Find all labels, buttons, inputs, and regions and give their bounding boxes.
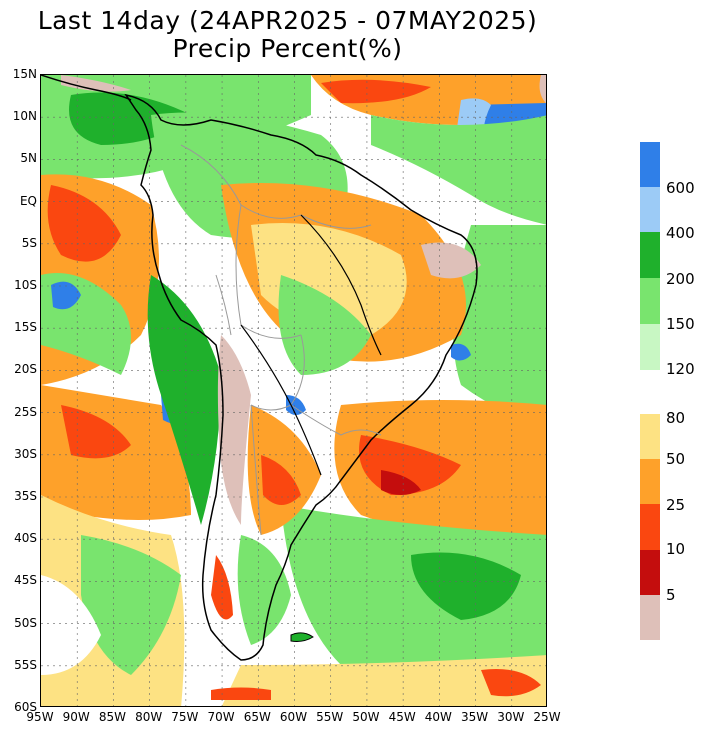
lon-label: 30W bbox=[497, 710, 525, 724]
lon-label: 40W bbox=[424, 710, 452, 724]
south-america-coastline bbox=[124, 93, 478, 661]
map-subtitle: Precip Percent(%) bbox=[172, 34, 403, 63]
lon-label: 75W bbox=[171, 710, 199, 724]
field-brown-andes bbox=[217, 335, 251, 525]
lat-label: 45S bbox=[14, 573, 37, 588]
field-green-pacific-far-south bbox=[81, 535, 181, 675]
field-green-pacific-coast bbox=[147, 275, 221, 525]
lat-label: 50S bbox=[14, 615, 37, 630]
field-red-argentina bbox=[261, 455, 301, 505]
lon-label: 85W bbox=[98, 710, 126, 724]
legend-swatch-above600 bbox=[640, 142, 660, 187]
lat-label: 20S bbox=[14, 362, 37, 377]
legend-label: 150 bbox=[666, 315, 695, 333]
map-title: Last 14day (24APR2025 - 07MAY2025) bbox=[37, 6, 538, 35]
falkland-islands bbox=[290, 632, 314, 642]
legend-swatch-200_400 bbox=[640, 232, 660, 278]
field-darkgreen-atlantic-far-south bbox=[411, 552, 521, 620]
legend-swatch-400_600 bbox=[640, 187, 660, 232]
lon-label: 70W bbox=[207, 710, 235, 724]
field-green-atlantic bbox=[371, 115, 546, 225]
legend-swatch-150_200 bbox=[640, 278, 660, 324]
field-blue-pacific-mid bbox=[51, 281, 81, 310]
field-blue-east-brazil bbox=[451, 343, 471, 361]
precip-map bbox=[40, 74, 547, 707]
field-darkred-atlantic bbox=[381, 470, 421, 495]
field-red-atlantic-bottom bbox=[481, 669, 541, 697]
legend-swatch-120_150 bbox=[640, 324, 660, 370]
legend-label: 10 bbox=[666, 540, 686, 558]
field-red-pacific-south bbox=[61, 405, 131, 459]
field-blue-paraguay bbox=[286, 395, 306, 415]
lon-label: 35W bbox=[460, 710, 489, 724]
lon-label: 95W bbox=[26, 710, 54, 724]
central-america-coastline bbox=[41, 75, 132, 101]
lat-label: 5N bbox=[20, 151, 37, 166]
legend-label: 200 bbox=[666, 270, 695, 288]
state-borders bbox=[240, 214, 382, 476]
lat-label: 30S bbox=[14, 446, 37, 461]
lat-label: 10S bbox=[14, 278, 37, 292]
lat-label: 15N bbox=[12, 67, 37, 81]
legend-swatch-below5 bbox=[640, 595, 660, 640]
field-green-patagonia bbox=[237, 535, 291, 645]
lon-label: 60W bbox=[279, 710, 308, 724]
lon-label: 65W bbox=[243, 710, 271, 724]
field-white-pacific-south bbox=[41, 575, 101, 675]
legend-swatch-5_10 bbox=[640, 550, 660, 595]
field-yellow-atlantic-bottom bbox=[221, 655, 546, 706]
lat-label: 15S bbox=[14, 320, 37, 335]
lat-label: 55S bbox=[14, 657, 37, 672]
field-green-atlantic-far-south bbox=[281, 505, 546, 679]
field-red-pacific-west bbox=[47, 185, 121, 262]
legend-label: 120 bbox=[666, 360, 695, 378]
lat-label: EQ bbox=[19, 193, 37, 208]
lon-label: 90W bbox=[62, 710, 90, 724]
lat-label: 10N bbox=[12, 109, 37, 124]
color-legend bbox=[640, 142, 660, 640]
legend-label: 400 bbox=[666, 224, 695, 242]
legend-swatch-10_25 bbox=[640, 504, 660, 550]
lon-label: 45W bbox=[388, 710, 416, 724]
lon-label: 50W bbox=[352, 710, 380, 724]
lon-label: 55W bbox=[316, 710, 344, 724]
lat-label: 35S bbox=[14, 489, 37, 503]
country-borders bbox=[180, 144, 382, 536]
legend-label: 50 bbox=[666, 450, 686, 468]
field-red-caribbean bbox=[321, 79, 431, 104]
field-orange-bottom-pacific bbox=[211, 687, 271, 700]
legend-label: 600 bbox=[666, 179, 695, 197]
lat-label: 25S bbox=[14, 404, 37, 419]
lon-label: 25W bbox=[533, 710, 561, 724]
field-brown-brazil-east bbox=[539, 75, 546, 104]
lon-label: 80W bbox=[135, 710, 163, 724]
legend-swatch-50_80 bbox=[640, 414, 660, 459]
legend-swatch-80_120 bbox=[640, 370, 660, 414]
legend-label: 25 bbox=[666, 496, 686, 514]
lat-label: 40S bbox=[14, 531, 37, 546]
field-red-patagonia bbox=[211, 555, 233, 620]
field-green-central-brazil bbox=[278, 275, 371, 375]
legend-label: 5 bbox=[666, 586, 676, 604]
legend-swatch-25_50 bbox=[640, 459, 660, 504]
field-brown-northeast-brazil bbox=[421, 242, 481, 279]
precip-map-canvas bbox=[41, 75, 546, 706]
lat-label: 60S bbox=[14, 700, 37, 714]
legend-label: 80 bbox=[666, 409, 686, 427]
lat-label: 5S bbox=[21, 235, 37, 250]
